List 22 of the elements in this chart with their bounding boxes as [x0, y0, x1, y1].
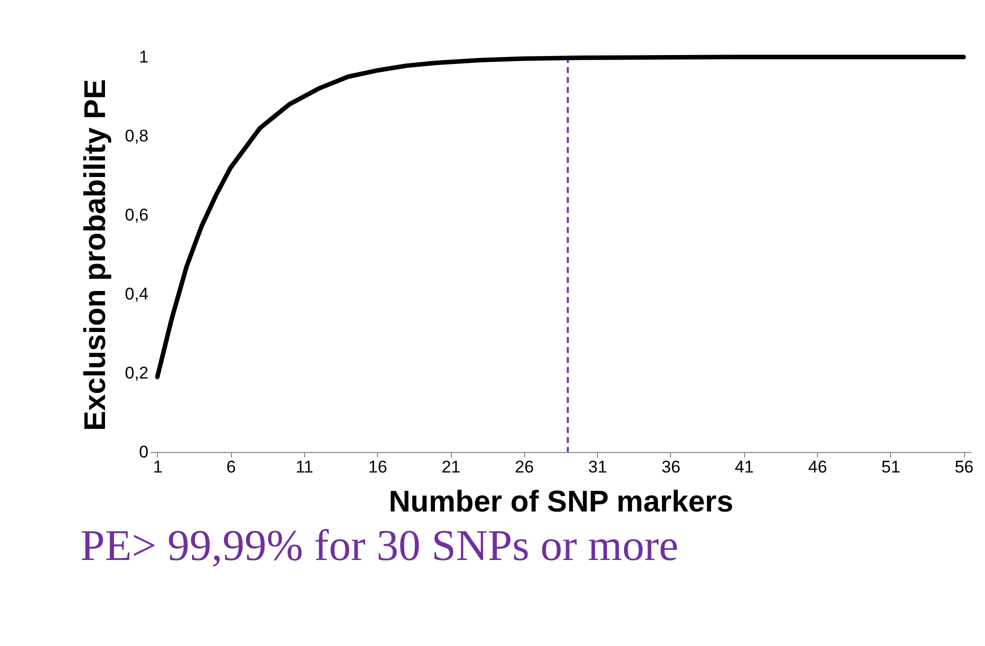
y-tick-label: 0,6 [124, 206, 148, 224]
x-tick-label: 41 [734, 458, 754, 476]
x-tick-label: 21 [442, 458, 461, 476]
x-tick-label: 16 [368, 458, 388, 476]
y-tick-label: 0,4 [124, 284, 148, 304]
x-tick-label: 46 [808, 458, 828, 476]
x-tick-label: 51 [881, 458, 900, 476]
x-tick-label: 1 [153, 458, 163, 476]
x-tick-label: 26 [514, 458, 534, 476]
x-tick-label: 36 [661, 458, 680, 476]
x-tick-label: 31 [588, 458, 608, 476]
y-tick-label: 0,2 [124, 364, 148, 382]
x-tick-label: 11 [296, 458, 314, 476]
x-tick-label: 6 [226, 458, 236, 476]
x-axis-title: Number of SNP markers [388, 486, 734, 518]
y-axis-title: Exclusion probability PE [78, 79, 112, 431]
text: PE> 99,99% for 30 SNPs or more [80, 521, 678, 570]
x-tick-label: 56 [954, 458, 974, 476]
y-tick-label: 1 [139, 48, 148, 66]
line-series [155, 54, 966, 380]
y-tick-label: 0 [139, 442, 148, 462]
y-tick-label: 0,8 [124, 126, 148, 146]
